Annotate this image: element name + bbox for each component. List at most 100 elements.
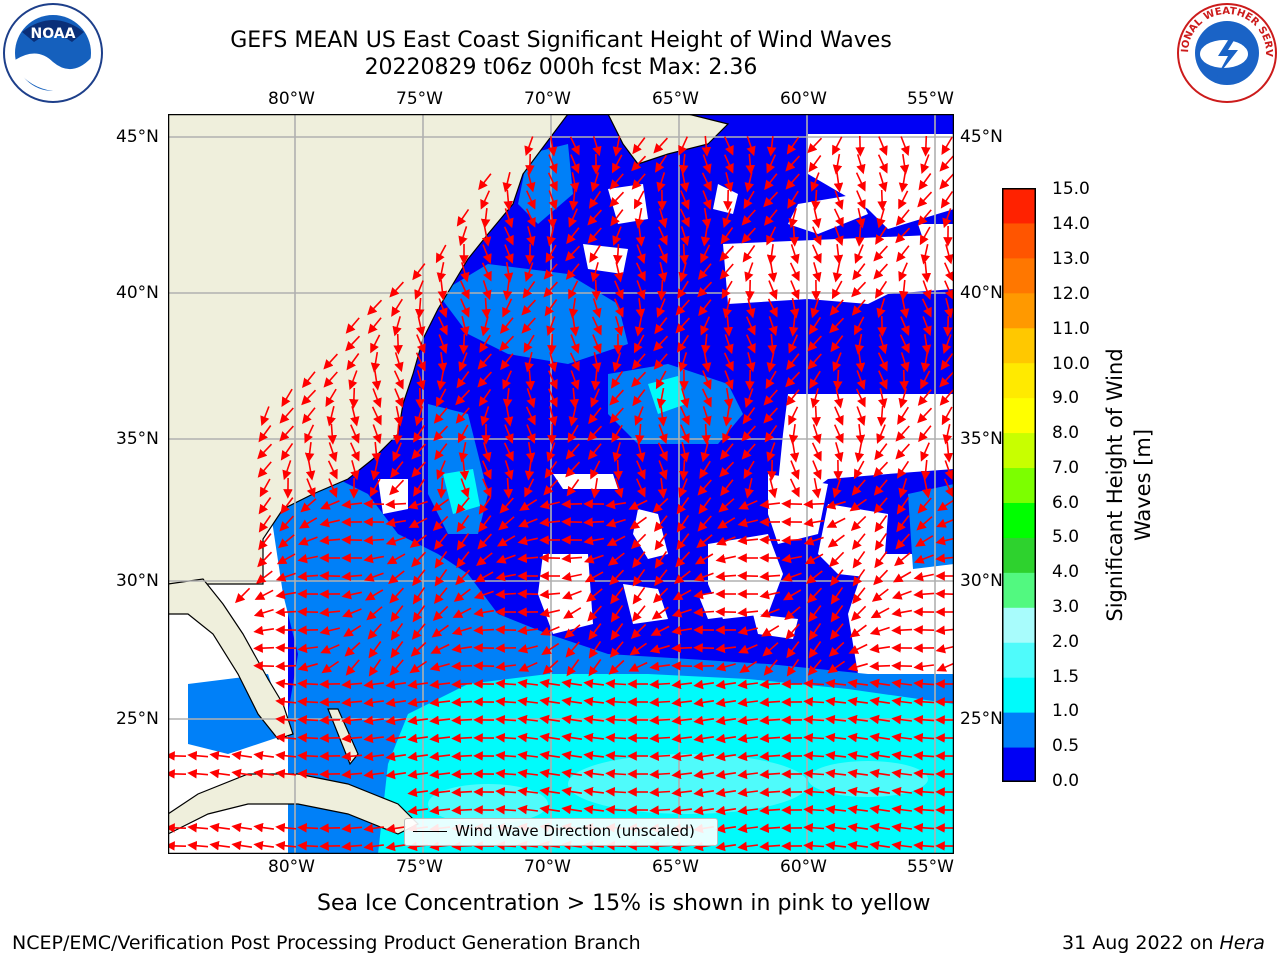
wave-direction-arrow [341, 715, 363, 726]
wave-direction-arrow [785, 371, 801, 388]
wave-direction-arrow [498, 516, 515, 531]
wave-direction-arrow [913, 840, 935, 851]
wave-direction-arrow [590, 172, 600, 193]
wave-direction-arrow [543, 263, 558, 280]
wave-direction-arrow [851, 281, 867, 298]
wave-direction-arrow [480, 190, 491, 210]
wave-direction-arrow [605, 715, 627, 725]
wave-direction-arrow [525, 208, 536, 228]
wave-direction-arrow [672, 589, 692, 601]
wave-direction-arrow [702, 154, 712, 175]
wave-direction-arrow [829, 551, 845, 568]
wave-direction-arrow [297, 841, 319, 851]
wave-direction-arrow [653, 335, 669, 352]
wave-direction-arrow [605, 679, 627, 689]
wave-direction-arrow [759, 787, 781, 798]
wave-direction-arrow [873, 497, 888, 514]
wave-direction-arrow [431, 624, 449, 638]
wave-direction-arrow [411, 461, 426, 478]
wave-direction-arrow [715, 841, 737, 852]
wave-direction-arrow [746, 136, 756, 157]
wave-direction-arrow [517, 714, 539, 725]
wave-direction-arrow [855, 208, 866, 229]
wave-direction-arrow [701, 423, 711, 445]
wave-direction-arrow [915, 535, 934, 547]
chart-title: GEFS MEAN US East Coast Significant Heig… [230, 28, 892, 53]
wave-direction-arrow [878, 136, 888, 156]
wave-direction-arrow [632, 551, 646, 569]
wave-direction-arrow [657, 477, 668, 499]
wave-direction-arrow [592, 298, 602, 319]
wave-direction-arrow [609, 191, 625, 208]
wave-direction-arrow [854, 225, 865, 247]
wave-direction-arrow [764, 424, 778, 443]
wave-direction-arrow [760, 608, 780, 618]
wave-direction-arrow [456, 532, 470, 551]
wave-direction-arrow [319, 626, 340, 636]
wave-direction-arrow [652, 497, 669, 513]
wave-direction-arrow [869, 643, 891, 654]
wave-direction-arrow [809, 370, 821, 389]
wave-direction-arrow [539, 517, 561, 528]
wave-direction-arrow [942, 424, 953, 445]
wave-direction-arrow [517, 535, 538, 546]
wave-direction-arrow [539, 714, 561, 725]
noaa-logo-text: NOAA [31, 26, 76, 42]
wave-direction-arrow [873, 245, 888, 262]
wave-direction-arrow [297, 751, 319, 761]
wave-direction-arrow [702, 370, 712, 390]
colorbar-label: Significant Height of Wind Waves [m] [1103, 348, 1155, 621]
wave-direction-arrow [495, 732, 517, 743]
wave-direction-arrow [633, 190, 645, 210]
wave-direction-arrow [855, 388, 866, 408]
wave-direction-arrow [913, 768, 935, 779]
wave-direction-arrow [629, 642, 647, 656]
cbar-tick-3: 12.0 [1052, 284, 1090, 304]
wave-direction-arrow [636, 280, 646, 300]
wave-direction-arrow [605, 518, 626, 528]
wave-direction-arrow [673, 570, 691, 584]
wave-direction-arrow [634, 406, 644, 426]
wave-direction-arrow [919, 226, 931, 246]
wave-direction-arrow [561, 571, 582, 582]
wave-direction-arrow [741, 227, 756, 244]
wave-direction-arrow [891, 732, 913, 743]
wave-direction-arrow [898, 171, 909, 193]
wave-direction-arrow [878, 370, 888, 390]
wave-direction-arrow [567, 424, 579, 444]
wave-direction-arrow [766, 136, 777, 157]
wave-direction-arrow [636, 460, 646, 480]
wave-direction-arrow [455, 497, 470, 514]
wave-direction-arrow [636, 244, 646, 264]
colorbar [1002, 188, 1036, 782]
wave-direction-arrow [319, 518, 340, 528]
wave-direction-arrow [702, 190, 712, 210]
wave-direction-arrow [700, 244, 711, 264]
wave-direction-arrow [297, 571, 319, 582]
wave-direction-arrow [693, 589, 715, 600]
wave-direction-arrow [869, 732, 891, 743]
wave-direction-arrow [715, 553, 736, 564]
wave-direction-arrow [892, 571, 912, 583]
wave-direction-arrow [459, 333, 469, 355]
wave-direction-arrow [745, 316, 756, 336]
wave-direction-arrow [913, 804, 935, 815]
wave-direction-arrow [517, 625, 539, 636]
wave-direction-arrow [737, 805, 759, 816]
wave-direction-arrow [389, 281, 404, 298]
wave-direction-arrow [547, 172, 558, 192]
wave-direction-arrow [719, 461, 735, 478]
wave-direction-arrow [187, 768, 209, 779]
wave-direction-arrow [187, 822, 209, 833]
wave-direction-arrow [768, 280, 778, 300]
wave-direction-arrow [677, 280, 689, 299]
wave-direction-arrow [847, 662, 868, 672]
lat-tick-right-0: 45°N [960, 127, 1003, 147]
cbar-tick-12: 3.0 [1052, 597, 1080, 617]
wave-direction-arrow [917, 389, 932, 406]
wave-direction-arrow [808, 155, 822, 173]
wave-direction-arrow [811, 405, 821, 427]
wave-direction-arrow [254, 589, 274, 600]
cbar-tick-16: 0.5 [1052, 736, 1080, 756]
wave-direction-arrow [765, 370, 777, 390]
